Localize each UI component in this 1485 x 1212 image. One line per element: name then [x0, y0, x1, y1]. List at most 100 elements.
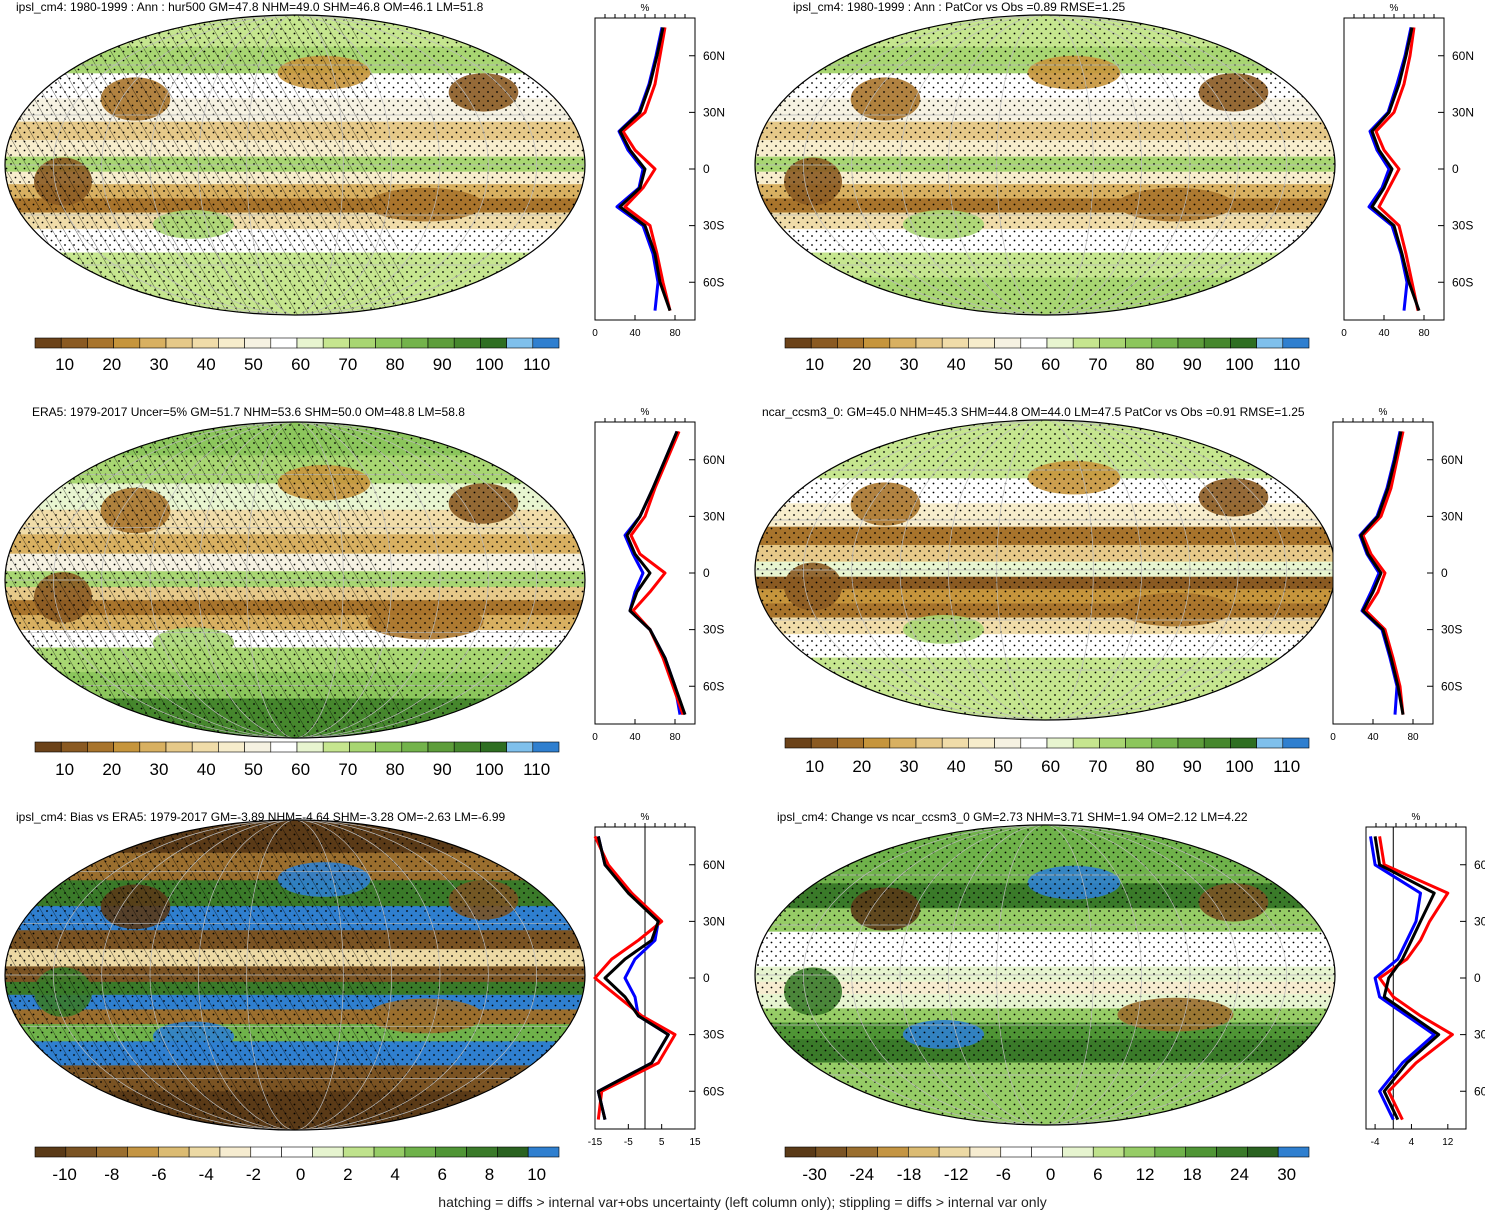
profile-lat-label: 60S: [703, 275, 724, 289]
graticule-meridian: [851, 420, 1239, 720]
colorbar-label: 20: [102, 355, 121, 374]
colorbar-label: -4: [199, 1165, 214, 1184]
profile-lat-label: 60S: [1452, 275, 1473, 289]
colorbar-label: 50: [994, 757, 1013, 776]
colorbar-label: 20: [852, 757, 871, 776]
profile-unit-label: %: [641, 3, 650, 14]
profile-frame: [594, 421, 696, 725]
graticule-meridian: [197, 15, 393, 315]
graticule-meridian: [851, 15, 1239, 315]
colorbar-label: -6: [151, 1165, 166, 1184]
colorbar-label: 24: [1230, 1165, 1249, 1184]
profile-series-line: [1370, 27, 1421, 312]
panel-mid-left: % 60N 30N 0 30S 60S 0 40 80 10 20 30 40 50 60 70 80 90 100…: [4, 407, 725, 779]
profile-lat-label: 0: [703, 566, 710, 580]
colorbar-swatch: [1000, 1146, 1032, 1158]
colorbar-label: -18: [897, 1165, 922, 1184]
panel-title: ipsl_cm4: Bias vs ERA5: 1979-2017 GM=-3.…: [16, 810, 506, 824]
profile-x-label: 12: [1442, 1137, 1454, 1148]
colorbar-label: 10: [805, 757, 824, 776]
colorbar-swatch: [453, 741, 481, 753]
profile-x-label: 0: [1341, 328, 1347, 339]
colorbar-swatch: [907, 1146, 940, 1158]
colorbar-swatch: [1230, 337, 1257, 349]
colorbar-swatch: [157, 1146, 190, 1158]
colorbar-swatch: [60, 741, 88, 753]
profile-series-line: [1369, 836, 1436, 1121]
profile-x-label: 80: [1407, 732, 1419, 743]
profile-lat-label: 30N: [1441, 509, 1463, 523]
profile-x-label: 40: [629, 328, 641, 339]
colorbar: 10 20 30 40 50 60 70 80 90 100 110: [34, 741, 560, 779]
colorbar-swatch: [480, 337, 507, 349]
graticule-meridian: [52, 422, 538, 738]
colorbar-swatch: [1247, 1146, 1279, 1158]
panel-title: ipsl_cm4: 1980-1999 : Ann : PatCor vs Ob…: [793, 0, 1126, 14]
colorbar: 10 20 30 40 50 60 70 80 90 100 110: [784, 337, 1310, 374]
colorbar-label: 6: [1093, 1165, 1102, 1184]
colorbar-swatch: [1072, 337, 1100, 349]
colorbar-swatch: [915, 337, 943, 349]
colorbar-swatch: [270, 741, 298, 753]
colorbar-swatch: [506, 741, 534, 753]
panel-bottom-left: % 60N 30N 0 30S 60S -15 -5 5 15 -10 -8 -6 -4 -2 0 2 4 6 8 10: [4, 812, 725, 1184]
zonal-profile: % 60N 30N 0 30S 60S 0 40 80: [592, 3, 725, 339]
graticule-meridian: [101, 820, 489, 1130]
colorbar-swatch: [810, 737, 838, 749]
profile-x-label: 80: [1418, 328, 1430, 339]
map-outline: [754, 824, 1336, 1126]
panel-title: ncar_ccsm3_0: GM=45.0 NHM=45.3 SHM=44.8 …: [762, 405, 1305, 419]
colorbar-swatch: [87, 337, 114, 349]
colorbar-swatch: [296, 741, 324, 753]
colorbar-swatch: [466, 1146, 498, 1158]
colorbar-swatch: [527, 1146, 560, 1158]
profile-unit-label: %: [641, 812, 650, 823]
profile-lat-label: 60N: [1452, 49, 1474, 63]
colorbar-swatch: [1203, 737, 1231, 749]
colorbar-swatch: [401, 337, 429, 349]
colorbar-swatch: [218, 337, 245, 349]
colorbar-label: 70: [1088, 757, 1107, 776]
colorbar-label: 20: [852, 355, 871, 374]
profile-x-label: 0: [592, 328, 598, 339]
colorbar-label: 80: [1136, 355, 1155, 374]
colorbar-label: 60: [1041, 757, 1060, 776]
colorbar-swatch: [846, 1146, 878, 1158]
graticule-meridian: [996, 420, 1094, 720]
colorbar-swatch: [1020, 737, 1048, 749]
colorbar-swatch: [1282, 737, 1310, 749]
colorbar-swatch: [219, 1146, 252, 1158]
colorbar-label: 30: [150, 355, 169, 374]
colorbar-swatch: [863, 737, 891, 749]
colorbar-label: 110: [523, 760, 550, 779]
map-field: [5, 15, 585, 315]
colorbar-label: 50: [994, 355, 1013, 374]
colorbar-label: 90: [433, 760, 452, 779]
map-field: [755, 420, 1335, 720]
colorbar-label: 80: [1136, 757, 1155, 776]
profile-x-label: 40: [629, 732, 641, 743]
graticule-meridian: [947, 15, 1143, 315]
colorbar-swatch: [497, 1146, 529, 1158]
profile-frame: [1343, 17, 1445, 321]
profile-unit-label: %: [1379, 407, 1388, 418]
colorbar-swatch: [1123, 1146, 1156, 1158]
profile-x-label: -5: [624, 1137, 633, 1148]
colorbar-swatch: [1177, 737, 1205, 749]
colorbar-swatch: [322, 741, 350, 753]
colorbar-label: 90: [1183, 757, 1202, 776]
colorbar-swatch: [784, 337, 812, 349]
colorbar-label: 110: [1273, 355, 1300, 374]
colorbar-swatch: [1072, 737, 1100, 749]
profile-lat-label: 30N: [703, 105, 725, 119]
panel-bottom-right: % 60N 30N 0 30S 60S -4 4 12 -30 -24 -18 -12 -6 0 6 12 18 2…: [754, 812, 1485, 1184]
profile-series-line: [1359, 431, 1405, 715]
graticule-meridian: [149, 15, 441, 315]
colorbar-swatch: [342, 1146, 375, 1158]
profile-lat-label: 0: [1452, 162, 1459, 176]
profile-x-label: 80: [669, 328, 681, 339]
colorbar-swatch: [1092, 1146, 1125, 1158]
colorbar-label: 80: [386, 760, 405, 779]
profile-series-line: [1361, 431, 1405, 715]
